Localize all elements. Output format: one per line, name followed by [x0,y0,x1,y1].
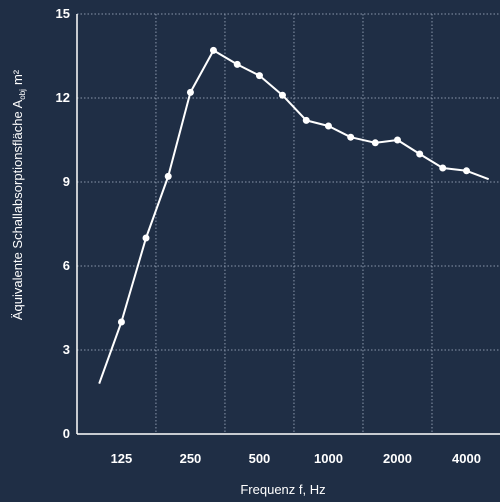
x-tick-label: 250 [180,451,202,466]
axes [76,14,500,435]
data-point [255,72,263,80]
series-line [98,49,490,384]
data-point [462,167,470,175]
y-tick-label: 3 [63,342,70,357]
data-point [209,46,217,54]
data-point [324,122,332,130]
data-point [393,136,401,144]
y-tick-labels: 0 3 6 9 12 15 [56,6,70,441]
x-tick-labels: 125 250 500 1000 2000 4000 [111,451,481,466]
series [98,46,490,384]
y-tick-label: 15 [56,6,70,21]
x-tick-label: 125 [111,451,133,466]
y-axis-label-unit: m² [10,69,25,85]
data-point [164,172,172,180]
y-tick-label: 12 [56,90,70,105]
data-point [233,60,241,68]
y-tick-label: 0 [63,426,70,441]
y-axis-label-main: Äquivalente Schallabsorptionsfläche A [10,99,25,320]
data-point [186,88,194,96]
y-tick-label: 9 [63,174,70,189]
data-point [347,133,355,141]
data-point [117,318,125,326]
y-axis-label: Äquivalente Schallabsorptionsfläche Aobj… [10,69,27,320]
y-axis-label-subscript: obj [18,89,27,100]
x-tick-label: 500 [249,451,271,466]
x-tick-label: 2000 [383,451,412,466]
grid [77,13,500,434]
data-point [371,139,379,147]
x-tick-label: 1000 [314,451,343,466]
x-axis-label: Frequenz f, Hz [240,482,325,497]
data-point [142,234,150,242]
x-tick-label: 4000 [452,451,481,466]
data-point [302,116,310,124]
data-point [278,91,286,99]
data-point [416,150,424,158]
data-point [439,164,447,172]
y-tick-label: 6 [63,258,70,273]
